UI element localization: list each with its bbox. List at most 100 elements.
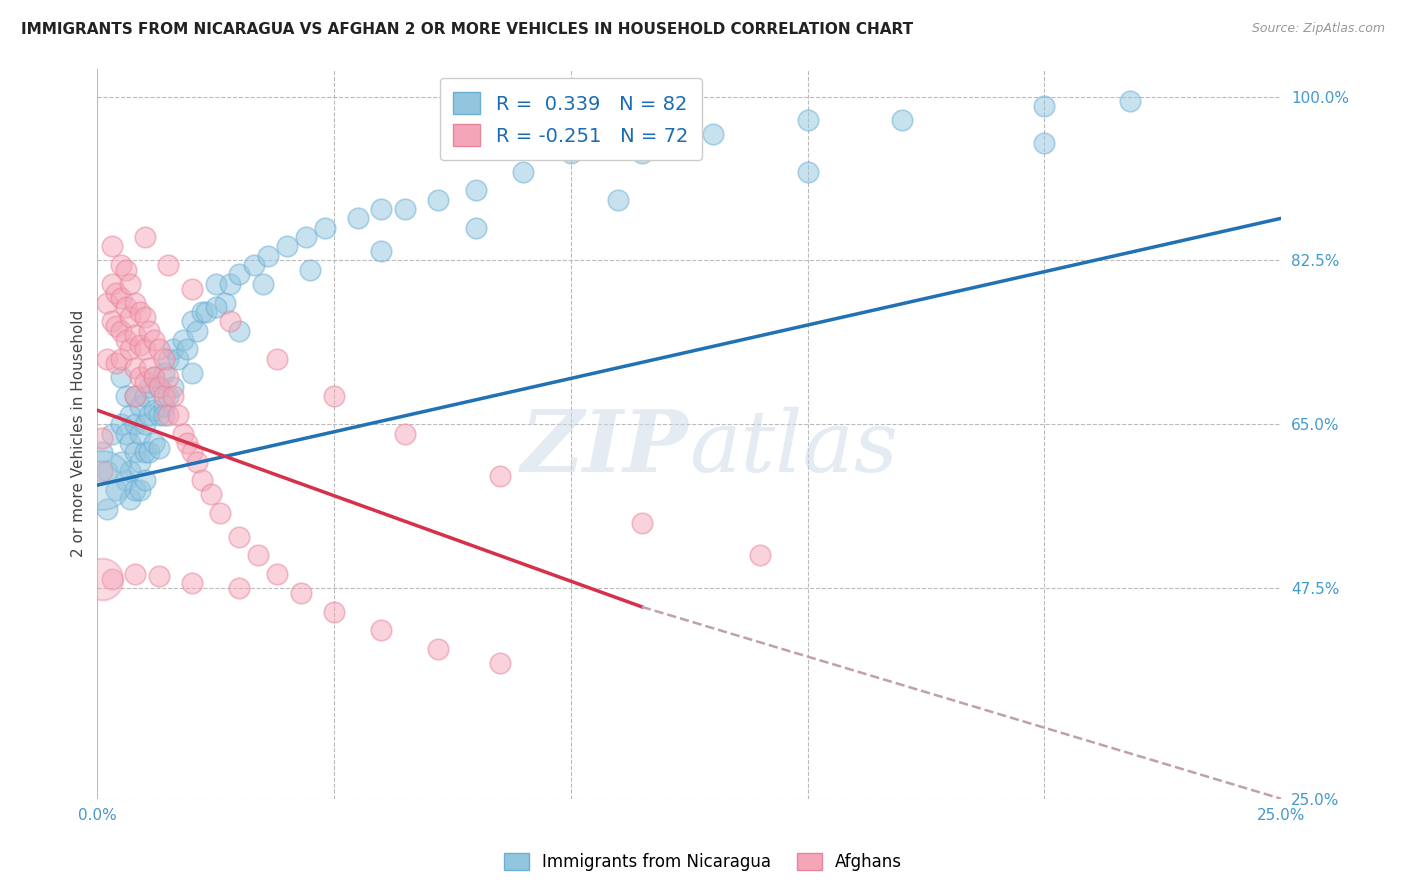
Point [96, 351, 118, 366]
Point [148, 380, 170, 394]
Point [631, 145, 654, 160]
Text: ZIP: ZIP [522, 407, 689, 490]
Point [124, 361, 146, 376]
Point [323, 389, 346, 403]
Point [120, 492, 142, 507]
Point [124, 295, 146, 310]
Point [105, 318, 128, 333]
Point [157, 351, 180, 366]
Point [138, 361, 160, 376]
Point [148, 343, 170, 357]
Point [138, 445, 160, 459]
Point [1033, 99, 1056, 113]
Point [228, 268, 250, 282]
Point [891, 113, 914, 128]
Point [134, 389, 156, 403]
Point [152, 389, 174, 403]
Point [110, 258, 132, 272]
Point [370, 244, 392, 258]
Point [143, 370, 166, 384]
Point [114, 474, 136, 488]
Point [148, 441, 170, 455]
Point [266, 567, 288, 582]
Point [181, 445, 204, 459]
Point [394, 202, 416, 216]
Point [290, 586, 312, 600]
Point [124, 483, 146, 497]
Point [91, 474, 114, 488]
Point [120, 277, 142, 291]
Point [465, 183, 488, 197]
Point [323, 605, 346, 619]
Point [134, 230, 156, 244]
Point [186, 324, 208, 338]
Point [138, 380, 160, 394]
Point [129, 426, 152, 441]
Point [91, 572, 114, 586]
Point [162, 389, 184, 403]
Point [134, 310, 156, 324]
Point [100, 277, 122, 291]
Point [134, 375, 156, 389]
Point [157, 258, 180, 272]
Point [110, 351, 132, 366]
Point [96, 501, 118, 516]
Point [152, 351, 174, 366]
Point [110, 291, 132, 305]
Point [114, 426, 136, 441]
Point [228, 530, 250, 544]
Point [152, 366, 174, 380]
Point [276, 239, 298, 253]
Point [152, 408, 174, 422]
Point [172, 426, 194, 441]
Point [114, 389, 136, 403]
Point [631, 516, 654, 530]
Point [181, 366, 204, 380]
Point [1118, 95, 1140, 109]
Point [114, 333, 136, 347]
Point [148, 380, 170, 394]
Point [346, 211, 368, 226]
Point [465, 220, 488, 235]
Point [427, 193, 450, 207]
Point [138, 324, 160, 338]
Point [110, 455, 132, 469]
Point [195, 305, 218, 319]
Point [370, 202, 392, 216]
Point [143, 436, 166, 450]
Point [427, 642, 450, 657]
Point [120, 464, 142, 478]
Point [110, 417, 132, 432]
Point [219, 314, 242, 328]
Point [228, 324, 250, 338]
Point [294, 230, 316, 244]
Point [110, 324, 132, 338]
Point [124, 445, 146, 459]
Point [148, 408, 170, 422]
Point [134, 445, 156, 459]
Point [114, 262, 136, 277]
Point [702, 127, 724, 141]
Point [134, 343, 156, 357]
Point [252, 277, 274, 291]
Point [143, 333, 166, 347]
Point [105, 483, 128, 497]
Point [157, 389, 180, 403]
Point [134, 474, 156, 488]
Point [114, 300, 136, 314]
Point [100, 239, 122, 253]
Point [120, 408, 142, 422]
Point [204, 277, 226, 291]
Point [314, 220, 336, 235]
Legend: R =  0.339   N = 82, R = -0.251   N = 72: R = 0.339 N = 82, R = -0.251 N = 72 [440, 78, 702, 160]
Point [186, 455, 208, 469]
Point [190, 305, 212, 319]
Point [110, 370, 132, 384]
Text: IMMIGRANTS FROM NICARAGUA VS AFGHAN 2 OR MORE VEHICLES IN HOUSEHOLD CORRELATION : IMMIGRANTS FROM NICARAGUA VS AFGHAN 2 OR… [21, 22, 914, 37]
Point [299, 262, 322, 277]
Point [143, 403, 166, 417]
Point [242, 258, 264, 272]
Point [96, 295, 118, 310]
Legend: Immigrants from Nicaragua, Afghans: Immigrants from Nicaragua, Afghans [496, 845, 910, 880]
Point [512, 164, 534, 178]
